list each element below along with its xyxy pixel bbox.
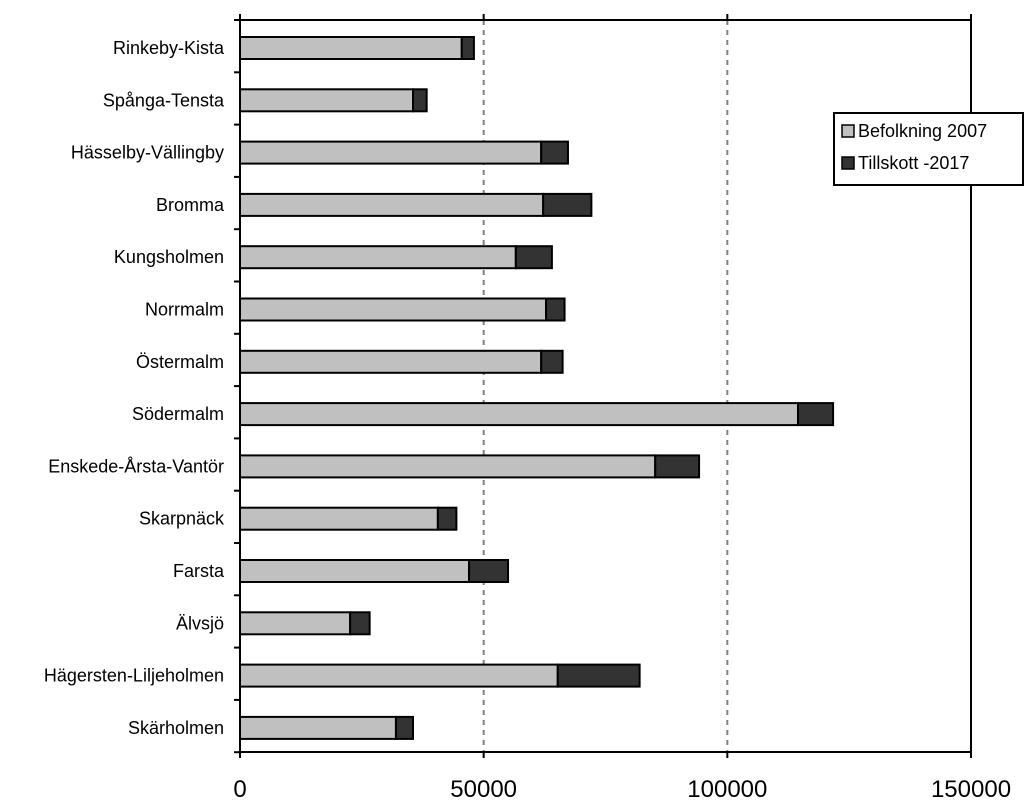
- category-label-7: Södermalm: [132, 404, 224, 424]
- bar-befolkning-0: [239, 36, 463, 60]
- category-labels: Rinkeby-Kista Spånga-Tensta Hässelby-Välli…: [44, 38, 225, 738]
- gridlines: [482, 20, 729, 752]
- bar-befolkning-5: [239, 297, 548, 322]
- bar-tillskott-0: [460, 36, 475, 60]
- bar-befolkning-13: [239, 715, 397, 740]
- bar-befolkning-6: [239, 349, 543, 374]
- x-axis-ticks: 0 50000 100000 150000: [233, 14, 1011, 803]
- bar-tillskott-2: [540, 140, 569, 165]
- legend-swatch-1: [841, 156, 855, 170]
- category-label-13: Skärholmen: [128, 718, 224, 738]
- x-tick-label-3: 150000: [931, 776, 1011, 803]
- category-label-5: Norrmalm: [145, 300, 224, 320]
- bar-befolkning-1: [239, 88, 415, 113]
- bar-tillskott-13: [394, 715, 415, 740]
- category-label-3: Bromma: [156, 195, 225, 215]
- bar-tillskott-9: [436, 506, 458, 531]
- category-label-10: Farsta: [173, 561, 225, 581]
- x-tick-label-0: 0: [233, 776, 246, 803]
- bar-befolkning-4: [239, 245, 517, 270]
- bar-tillskott-12: [556, 663, 641, 688]
- category-label-0: Rinkeby-Kista: [113, 38, 225, 58]
- bar-tillskott-10: [468, 559, 510, 583]
- bar-tillskott-5: [545, 297, 566, 322]
- category-label-8: Enskede-Årsta-Vantör: [48, 456, 224, 476]
- bar-tillskott-3: [542, 192, 593, 217]
- category-label-2: Hässelby-Vällingby: [71, 143, 224, 163]
- category-label-1: Spånga-Tensta: [103, 90, 225, 110]
- bar-tillskott-11: [349, 611, 371, 636]
- bar-tillskott-7: [796, 402, 835, 427]
- bar-befolkning-10: [239, 559, 471, 583]
- bar-befolkning-3: [239, 192, 545, 217]
- x-tick-label-2: 100000: [687, 776, 767, 803]
- bar-befolkning-8: [239, 454, 657, 479]
- legend-box: [833, 112, 1024, 186]
- x-tick-label-1: 50000: [450, 776, 517, 803]
- legend-label-1: Tillskott -2017: [858, 153, 969, 173]
- bar-befolkning-7: [239, 402, 799, 427]
- bar-tillskott-8: [654, 454, 701, 479]
- bar-befolkning-9: [239, 506, 439, 531]
- bar-befolkning-12: [239, 663, 559, 688]
- bar-befolkning-11: [239, 611, 352, 636]
- category-label-12: Hägersten-Liljeholmen: [44, 666, 224, 686]
- category-label-11: Älvsjö: [176, 613, 224, 633]
- bar-befolkning-2: [239, 140, 543, 165]
- bar-tillskott-4: [514, 245, 553, 270]
- legend-swatch-0: [841, 124, 855, 138]
- legend: Befolkning 2007 Tillskott -2017: [833, 112, 1024, 186]
- legend-label-0: Befolkning 2007: [858, 121, 987, 141]
- bar-tillskott-1: [412, 88, 428, 113]
- bar-tillskott-6: [540, 349, 564, 374]
- category-label-9: Skarpnäck: [139, 509, 225, 529]
- category-label-6: Östermalm: [136, 352, 224, 372]
- category-label-4: Kungsholmen: [114, 247, 224, 267]
- bars: [239, 36, 835, 740]
